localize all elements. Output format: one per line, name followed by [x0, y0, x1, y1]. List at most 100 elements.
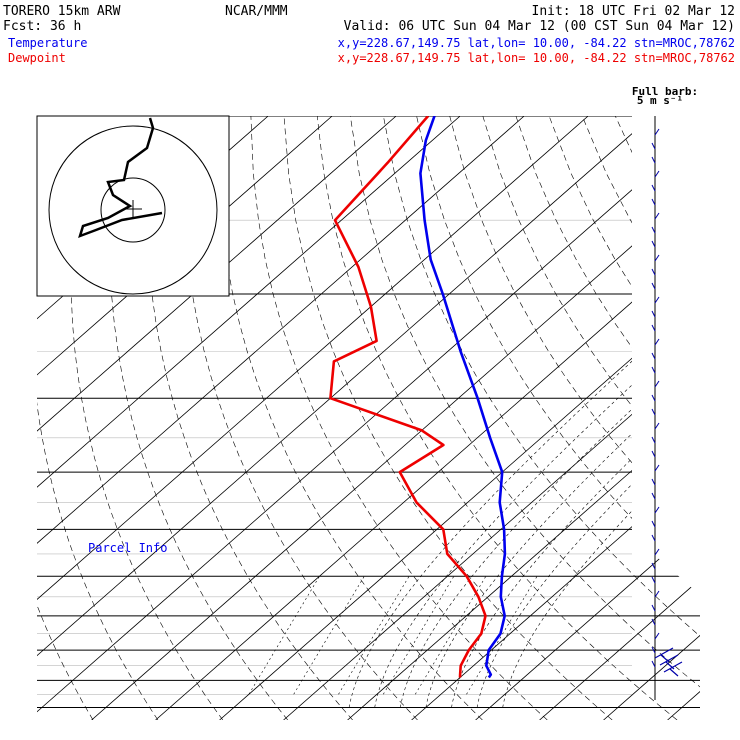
dry-adiabat-line [449, 116, 700, 720]
wind-barb [651, 492, 656, 500]
wind-barb [651, 660, 656, 668]
dry-adiabat-line [146, 116, 353, 720]
dewpoint-line [329, 116, 487, 678]
moist-adiabat-line [348, 293, 700, 708]
wind-barb [651, 366, 656, 374]
wind-barb [654, 380, 660, 388]
wind-barb [651, 576, 656, 584]
wind-barb [654, 338, 660, 346]
dry-adiabat-line [37, 116, 159, 720]
wind-barb [651, 324, 656, 332]
dry-adiabat-line [648, 116, 700, 720]
dry-adiabat-line [250, 116, 548, 720]
wind-barb [654, 254, 660, 262]
isotherm-line [667, 116, 700, 720]
wind-barb [651, 562, 656, 570]
wind-barb [654, 464, 660, 472]
isotherm-line [411, 116, 700, 720]
parcel-info-title: Parcel Info [88, 541, 167, 555]
wind-barb [651, 408, 656, 416]
model-title: TORERO 15km ARW [3, 4, 121, 19]
dry-adiabat-line [615, 116, 700, 720]
moist-adiabat-line [502, 293, 700, 708]
isotherm-line [37, 116, 653, 720]
isotherm-line [475, 116, 700, 720]
wind-barb [654, 212, 660, 220]
hodograph-ring-inner [100, 177, 166, 243]
temperature-line [419, 116, 507, 679]
isotherm-line [37, 116, 461, 720]
wind-barb [654, 632, 660, 640]
dry-adiabat-line [217, 116, 483, 720]
wind-barb [654, 422, 660, 430]
dry-adiabat-line [715, 116, 740, 720]
isotherm-line [155, 116, 700, 720]
wind-barb [654, 170, 660, 178]
hodograph-ring-outer [48, 125, 218, 295]
dry-adiabat-line [482, 116, 700, 720]
dry-adiabat-line [70, 116, 224, 720]
barb-speed-label: 5 m s⁻¹ [637, 94, 683, 107]
valid-time: Valid: 06 UTC Sun 04 Mar 12 (00 CST Sun … [344, 19, 735, 34]
dry-adiabat-line [350, 116, 700, 720]
wind-barb [654, 128, 660, 136]
temperature-legend: Temperature [8, 36, 87, 50]
profile-lines [329, 116, 507, 679]
isotherm-line [37, 116, 589, 720]
wind-barb [651, 534, 656, 542]
dewpoint-location: x,y=228.67,149.75 lat,lon= 10.00, -84.22… [338, 51, 735, 65]
isotherm-line [539, 116, 700, 720]
dewpoint-legend: Dewpoint [8, 51, 66, 65]
wind-barb [651, 268, 656, 276]
wind-barb [651, 184, 656, 192]
dry-adiabat-line [581, 116, 700, 720]
wind-barb [651, 198, 656, 206]
wind-barb [651, 310, 656, 318]
wind-barb [654, 296, 660, 304]
isotherm-line [37, 116, 700, 720]
forecast-hour: Fcst: 36 h [3, 19, 81, 34]
isotherm-line [283, 116, 700, 720]
dry-adiabat-line [416, 116, 700, 720]
mixing-ratio-line [383, 576, 455, 695]
dry-adiabat-line [316, 116, 678, 720]
dry-adiabat-line [109, 116, 288, 720]
wind-barb [651, 618, 656, 626]
wind-barb [654, 506, 660, 514]
isotherm-line [219, 116, 700, 720]
wind-barb [651, 478, 656, 486]
mixing-ratio-line [248, 576, 320, 695]
wind-barb [651, 282, 656, 290]
wind-barb [651, 604, 656, 612]
isotherm-line [37, 116, 397, 720]
wind-barb [651, 226, 656, 234]
wind-barb [654, 590, 660, 598]
mixing-ratio-line [293, 576, 365, 695]
parcel-info-box: Parcel Info [88, 541, 167, 555]
moist-adiabat-line [374, 293, 700, 708]
moist-adiabat-line [400, 293, 700, 708]
wind-barb [651, 646, 656, 654]
dry-adiabat-line [0, 116, 28, 720]
wind-barb [651, 436, 656, 444]
isotherm-line [347, 116, 700, 720]
moist-adiabat-line [425, 293, 700, 708]
dry-adiabat-line [548, 116, 700, 720]
isotherm-line [603, 116, 700, 720]
wind-barb [651, 240, 656, 248]
moist-adiabat-line [451, 293, 700, 708]
wind-barb [651, 352, 656, 360]
dry-adiabat-line [182, 116, 418, 720]
center-name: NCAR/MMM [225, 4, 288, 19]
mixing-ratio-line [415, 576, 487, 695]
moist-adiabat-line [476, 293, 700, 708]
wind-barb [651, 142, 656, 150]
dry-adiabat-line [681, 116, 700, 720]
mixing-ratio-line [338, 576, 410, 695]
dry-adiabat-line [383, 116, 700, 720]
init-time: Init: 18 UTC Fri 02 Mar 12 [532, 4, 736, 19]
wind-barb [663, 661, 683, 677]
wind-barb [651, 394, 656, 402]
